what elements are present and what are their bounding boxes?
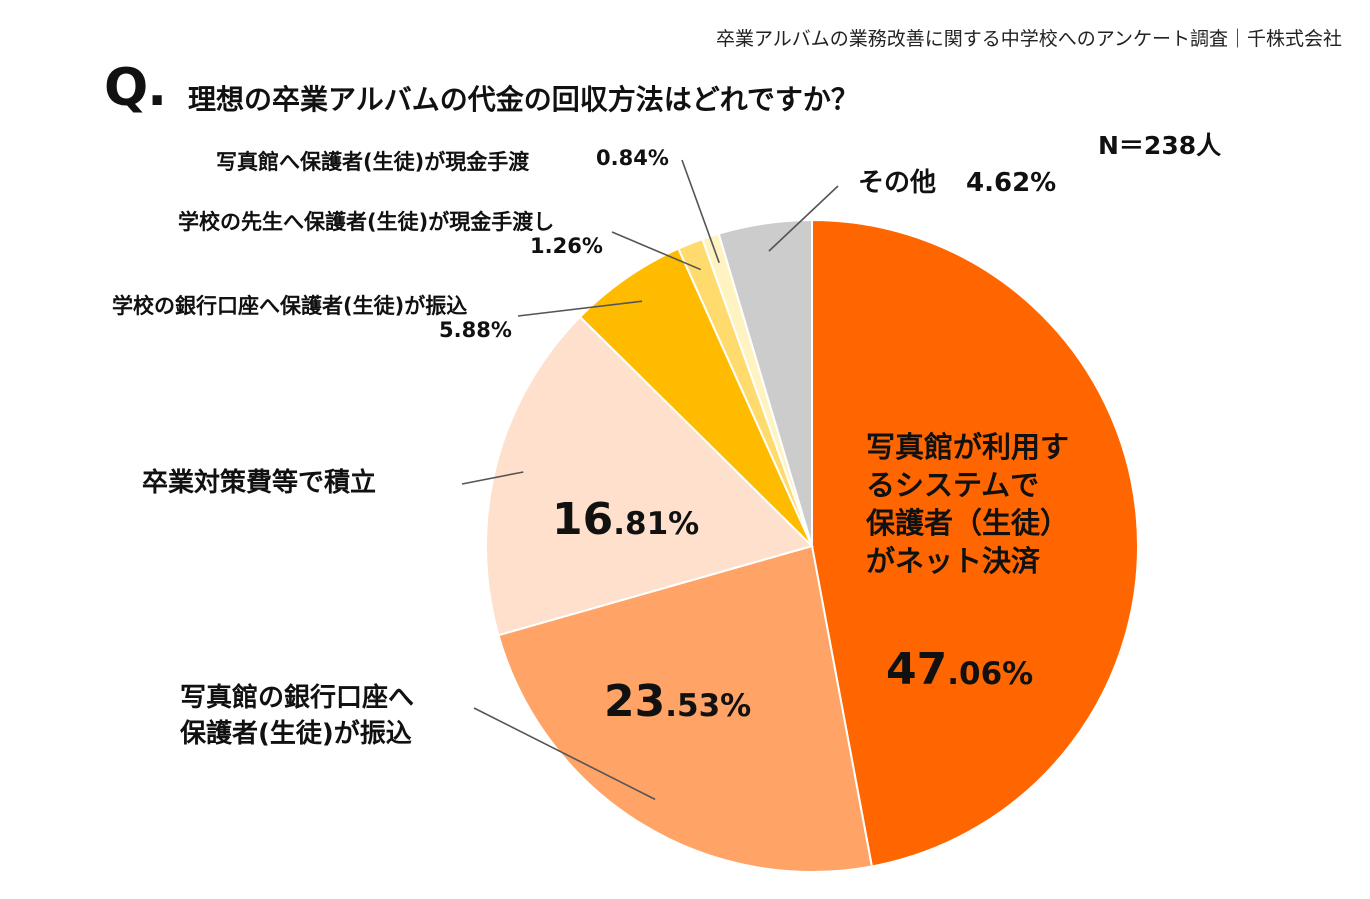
leader-line-graduation-fund	[461, 471, 524, 485]
slice-value-teacher-cash: 1.26%	[530, 234, 603, 258]
survey-source: 卒業アルバムの業務改善に関する中学校へのアンケート調査｜千株式会社	[715, 28, 1342, 50]
pie-slice-school-bank-transfer	[578, 247, 813, 547]
question-title: 理想の卒業アルバムの代金の回収方法はどれですか？	[188, 83, 859, 116]
leader-line-other	[768, 185, 839, 252]
slice-value-photo-studio-cash: 0.84%	[596, 146, 669, 170]
pie-slice-photo-studio-transfer	[497, 544, 874, 873]
slice-label-photo-studio-transfer: 写真館の銀行口座へ 保護者(生徒)が振込	[180, 683, 415, 749]
leader-line-photo-studio-transfer	[473, 707, 656, 801]
slice-label-other: その他 4.62%	[858, 168, 1057, 198]
slice-value-school-bank-transfer: 5.88%	[439, 318, 512, 342]
leader-line-school-bank-transfer	[517, 300, 643, 317]
pie-slice-graduation-fund	[485, 315, 814, 637]
slice-value-photo-studio-transfer: 23.53%	[604, 676, 752, 727]
slice-label-school-bank-transfer: 学校の銀行口座へ保護者(生徒)が振込	[112, 294, 468, 318]
slice-label-photo-studio-cash: 写真館へ保護者(生徒)が現金手渡	[216, 150, 530, 174]
slice-value-online-payment: 47.06%	[886, 644, 1034, 695]
slice-label-teacher-cash: 学校の先生へ保護者(生徒)が現金手渡し	[178, 210, 555, 234]
question-mark-label: Q.	[104, 58, 167, 118]
sample-size: N＝238人	[1098, 131, 1222, 160]
slice-label-graduation-fund: 卒業対策費等で積立	[142, 468, 377, 498]
pie-slice-other	[717, 218, 813, 547]
leader-line-teacher-cash	[611, 231, 702, 271]
pie-slice-online-payment	[811, 218, 1139, 868]
slice-value-graduation-fund: 16.81%	[552, 494, 700, 545]
leader-line-photo-studio-cash	[681, 159, 720, 264]
slice-label-online-payment: 写真館が利用す るシステムで 保護者（生徒） がネット決済	[866, 430, 1070, 578]
